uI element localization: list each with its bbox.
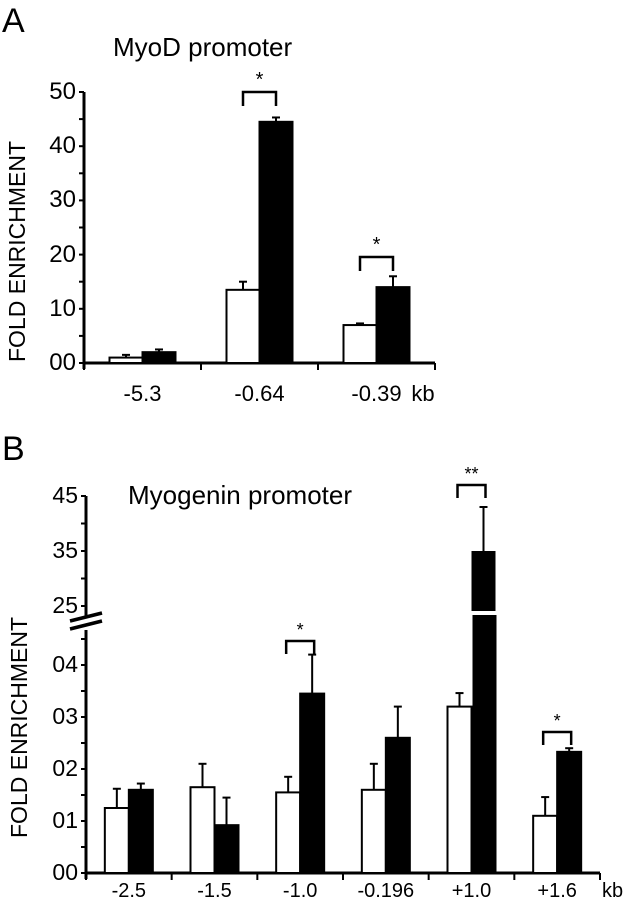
bar-black-upper (471, 551, 496, 611)
panel-b-y-tick-label: 01 (52, 807, 78, 833)
bar-white (446, 705, 473, 874)
panel-a-y-tick-label: 50 (49, 78, 76, 105)
bar-black (375, 286, 411, 364)
significance-marker: * (372, 234, 381, 256)
panel-a-label: A (2, 2, 25, 40)
bar-black (556, 750, 583, 875)
bar-white (532, 814, 559, 874)
bar-black (258, 120, 294, 364)
bar-white (103, 807, 130, 874)
bar-black (141, 351, 177, 365)
bar-black (127, 788, 154, 874)
panel-a-x-tick-label: -0.64 (234, 381, 285, 406)
panel-a-x-unit-label: kb (411, 381, 435, 406)
panel-b-x-tick-label: +1.0 (451, 880, 492, 902)
bar-black-lower (472, 615, 497, 873)
panel-a-y-tick-label: 30 (49, 186, 76, 214)
bar-white (360, 788, 387, 874)
panel-b-y-tick-label: 02 (52, 755, 78, 781)
panel-a-x-tick-label: -5.3 (123, 381, 162, 406)
panel-b-y-tick-label: 35 (52, 537, 78, 563)
panel-b-x-tick-label: -0.196 (357, 880, 415, 902)
panel-a-y-tick-label: 10 (49, 294, 76, 322)
panel-a-x-tick-label: -0.39 (351, 381, 402, 406)
panel-b-label: B (2, 430, 25, 468)
bar-white (342, 324, 378, 364)
panel-a-y-tick-label: 20 (49, 240, 76, 268)
panel-b-x-tick-label: -1.5 (197, 880, 232, 902)
panel-b-y-tick-label: 04 (52, 651, 78, 677)
significance-marker: * (255, 69, 264, 91)
significance-marker: * (553, 711, 561, 731)
bar-black (299, 692, 326, 874)
bar-black (213, 824, 240, 874)
panel-b-x-tick-label: +1.6 (537, 880, 577, 902)
significance-marker: * (296, 620, 304, 640)
significance-marker: ** (464, 464, 479, 484)
panel-b-y-tick-label: 25 (52, 592, 78, 618)
panel-b-x-tick-label: -1.0 (282, 880, 318, 902)
panel-b-y-tick-label: 03 (52, 703, 78, 729)
panel-a-y-tick-label: 00 (49, 349, 76, 376)
bar-black (384, 736, 411, 874)
bar-white (275, 791, 302, 875)
panel-b-title: Myogenin promoter (128, 480, 352, 510)
bar-white (225, 288, 261, 364)
panel-b-y-tick-label: 00 (52, 859, 78, 885)
panel-a-title: MyoD promoter (113, 32, 293, 62)
panel-b-y-tick-label: 45 (52, 482, 78, 508)
panel-b-x-unit-label: kb (602, 880, 624, 902)
panel-a-y-tick-label: 40 (49, 132, 76, 160)
panel-b-x-tick-label: -2.5 (111, 880, 147, 902)
bar-white (189, 786, 216, 875)
